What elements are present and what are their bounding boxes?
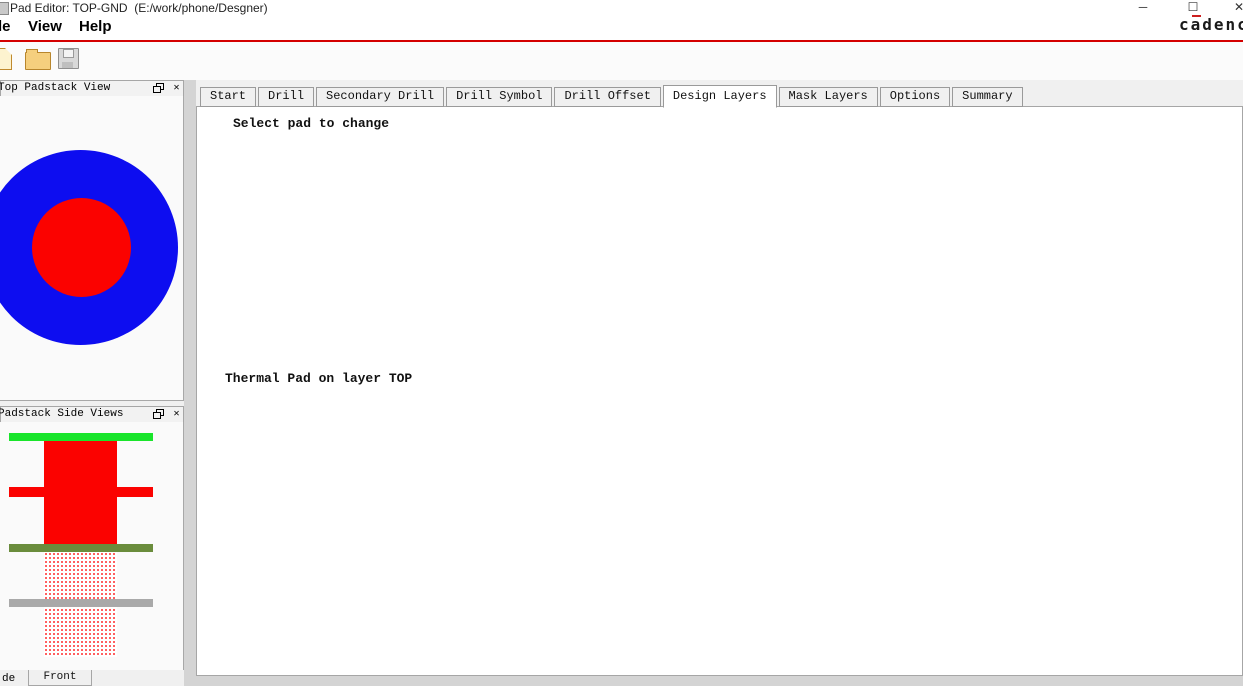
tab-side-fragment[interactable]: de	[2, 673, 16, 685]
tab-mask-layers[interactable]: Mask Layers	[778, 87, 878, 107]
menu-view[interactable]: View	[28, 18, 62, 35]
app-icon	[0, 2, 9, 15]
thermal-pad-group-title: Thermal Pad on layer TOP	[220, 371, 418, 386]
tab-secondary-drill[interactable]: Secondary Drill	[316, 87, 445, 107]
tab-drill-offset[interactable]: Drill Offset	[554, 87, 661, 107]
float-panel-icon[interactable]	[153, 83, 164, 94]
tab-drill-symbol[interactable]: Drill Symbol	[446, 87, 553, 107]
tab-design-layers[interactable]: Design Layers	[662, 85, 777, 108]
menu-help[interactable]: Help	[79, 18, 112, 35]
window-title: Pad Editor: TOP-GND (E:/work/phone/Desgn…	[10, 1, 268, 15]
close-button[interactable]: ✕	[1233, 0, 1243, 14]
cadence-logo-text: cadence	[1179, 15, 1243, 34]
regular-pad-circle	[32, 198, 131, 297]
top-padstack-view-title: Top Padstack View	[0, 82, 111, 94]
minimize-button[interactable]: ─	[1138, 0, 1148, 14]
menu-file[interactable]: le	[0, 18, 11, 35]
cadence-logo: cadence	[1179, 15, 1243, 35]
close-panel-icon[interactable]: ✕	[173, 409, 180, 420]
dock-splitter[interactable]	[184, 80, 196, 686]
title-bar: Pad Editor: TOP-GND (E:/work/phone/Desgn…	[0, 0, 1243, 16]
side-views-title: Padstack Side Views	[0, 408, 124, 420]
top-padstack-view-canvas	[0, 96, 184, 401]
menu-bar: le View Help	[0, 16, 1243, 40]
float-panel-icon[interactable]	[153, 409, 164, 420]
tab-options[interactable]: Options	[879, 87, 951, 107]
tab-summary[interactable]: Summary	[952, 87, 1023, 107]
save-icon[interactable]	[58, 48, 79, 69]
top-padstack-view-titlebar[interactable]: Top Padstack View ✕	[0, 80, 184, 97]
open-folder-icon[interactable]	[25, 49, 51, 70]
side-views-titlebar[interactable]: Padstack Side Views ✕	[0, 406, 184, 423]
editor-tabbar: Start Drill Secondary Drill Drill Symbol…	[200, 85, 1025, 108]
tab-front[interactable]: Front	[28, 670, 92, 686]
design-layers-page	[196, 106, 1243, 676]
close-panel-icon[interactable]: ✕	[173, 83, 180, 94]
gnd-layer-bar	[9, 544, 153, 552]
bottom-edge	[184, 676, 1243, 686]
brand-divider-line	[0, 40, 1243, 42]
internal-pad-arms	[9, 487, 153, 497]
tab-start[interactable]: Start	[200, 87, 257, 107]
top-layer-bar	[9, 433, 153, 441]
maximize-button[interactable]: ☐	[1187, 0, 1199, 14]
new-file-icon[interactable]	[0, 48, 12, 70]
tab-drill[interactable]: Drill	[258, 87, 315, 107]
side-views-canvas	[0, 422, 184, 670]
select-pad-group-title: Select pad to change	[228, 116, 395, 131]
mask-layer-bar	[9, 599, 153, 607]
side-views-tabbar: de Front	[0, 670, 184, 686]
toolbar	[0, 42, 1243, 80]
